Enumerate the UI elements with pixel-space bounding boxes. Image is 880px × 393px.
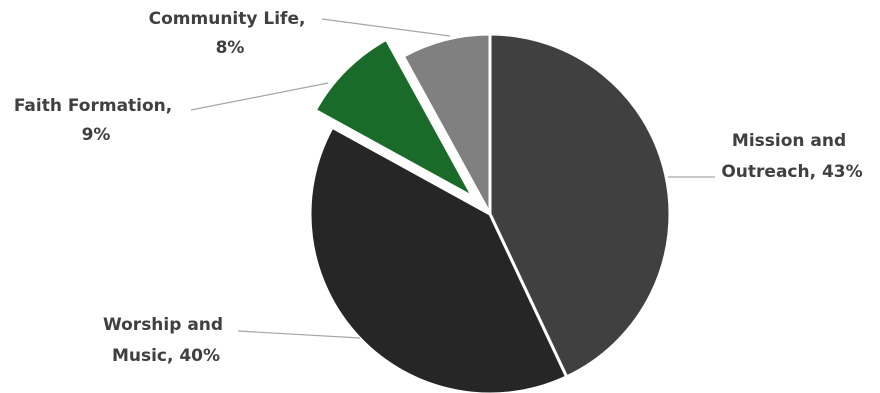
data-label-faith: Faith Formation, 9%: [14, 96, 178, 145]
data-label-worship: Worship and Music, 40%: [103, 315, 229, 366]
leader-lines: [190, 18, 715, 339]
leader-line-worship: [237, 330, 361, 339]
pie-slice-community: [401, 32, 492, 216]
data-label-community: Community Life, 8%: [149, 9, 312, 58]
leader-line-community: [321, 18, 451, 37]
data-labels: Mission and Outreach, 43% Worship and Mu…: [14, 9, 863, 366]
pie-slices: [308, 32, 672, 393]
pie-slice-mission: [488, 32, 672, 379]
pie-slice-faith: [313, 37, 475, 199]
data-label-mission: Mission and Outreach, 43%: [721, 131, 862, 182]
leader-line-faith: [190, 82, 329, 111]
